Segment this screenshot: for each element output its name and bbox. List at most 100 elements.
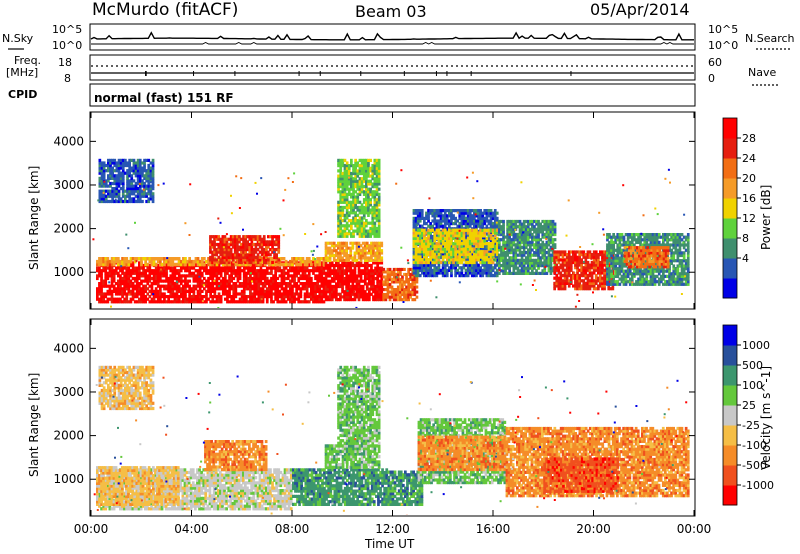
range-time-cell	[413, 280, 417, 284]
range-time-cell	[454, 252, 457, 257]
range-time-cell	[493, 250, 497, 254]
range-time-cell	[156, 263, 160, 268]
range-time-cell	[533, 235, 536, 239]
range-time-cell	[343, 269, 346, 273]
range-time-cell	[433, 209, 437, 213]
range-time-cell	[491, 250, 495, 254]
range-time-cell	[401, 283, 404, 287]
range-time-cell	[420, 231, 424, 235]
range-time-cell	[357, 271, 361, 275]
range-time-cell	[437, 244, 441, 248]
range-time-cell	[454, 237, 457, 241]
range-time-cell	[248, 235, 252, 239]
range-time-cell	[345, 295, 348, 299]
range-time-cell	[437, 258, 441, 262]
range-time-cell	[557, 253, 561, 257]
range-time-cell	[240, 297, 244, 301]
range-time-cell	[473, 214, 476, 218]
range-time-cell	[138, 300, 141, 304]
range-time-cell	[98, 284, 101, 288]
range-time-cell	[460, 216, 464, 220]
range-time-cell	[263, 295, 267, 299]
range-time-cell	[483, 228, 487, 232]
range-time-cell	[500, 230, 503, 234]
range-time-cell	[582, 274, 586, 278]
range-time-cell	[586, 260, 590, 265]
range-time-cell	[182, 297, 185, 301]
range-time-cell	[522, 264, 526, 268]
range-time-cell	[563, 271, 567, 275]
range-time-cell	[439, 224, 443, 228]
range-time-cell	[161, 300, 164, 304]
range-time-cell	[388, 267, 392, 271]
range-time-cell	[156, 289, 160, 293]
range-time-cell	[242, 253, 245, 257]
range-time-cell	[305, 287, 309, 291]
range-time-cell	[561, 268, 565, 272]
range-time-cell	[255, 274, 259, 278]
range-time-cell	[576, 279, 579, 283]
range-time-cell	[429, 209, 432, 213]
range-time-cell	[337, 282, 340, 286]
range-time-cell	[561, 279, 565, 283]
range-time-cell	[407, 277, 410, 281]
range-time-cell	[380, 284, 384, 289]
range-time-cell	[324, 251, 328, 255]
range-time-cell	[211, 245, 214, 249]
range-time-cell	[108, 287, 112, 291]
range-time-cell	[557, 276, 561, 280]
range-time-cell	[386, 285, 390, 289]
range-time-cell	[233, 235, 237, 239]
range-time-cell	[359, 254, 363, 258]
range-time-cell	[407, 295, 410, 299]
range-time-cell	[305, 269, 309, 273]
range-time-cell	[413, 285, 417, 289]
range-time-cell	[179, 292, 183, 296]
range-time-cell	[582, 253, 586, 257]
range-time-cell	[169, 279, 173, 283]
range-time-cell	[284, 271, 288, 275]
range-time-cell	[431, 248, 435, 252]
range-time-cell	[355, 244, 359, 248]
range-time-cell	[466, 242, 470, 246]
range-time-cell	[495, 216, 499, 220]
range-time-cell	[167, 266, 170, 270]
range-time-cell	[207, 271, 210, 275]
range-time-cell	[483, 258, 487, 262]
range-time-cell	[349, 266, 353, 270]
range-time-cell	[489, 260, 493, 265]
range-time-cell	[167, 289, 170, 293]
range-time-cell	[443, 255, 447, 259]
range-time-cell	[435, 258, 439, 262]
range-time-cell	[520, 222, 524, 226]
range-time-cell	[535, 271, 538, 275]
range-time-cell	[295, 259, 298, 264]
range-time-cell	[586, 263, 590, 267]
range-time-cell	[396, 288, 400, 292]
range-time-cell	[396, 270, 400, 274]
range-time-cell	[506, 219, 509, 224]
range-time-cell	[357, 269, 361, 273]
range-time-cell	[553, 227, 557, 231]
range-time-cell	[612, 280, 615, 284]
range-time-cell	[261, 295, 265, 299]
range-time-cell	[479, 236, 482, 240]
range-time-cell	[295, 271, 298, 275]
range-time-cell	[418, 247, 422, 251]
range-time-cell	[384, 293, 388, 297]
range-time-cell	[256, 235, 260, 239]
range-time-cell	[420, 216, 424, 220]
range-time-cell	[520, 264, 524, 268]
range-time-cell	[198, 269, 202, 273]
range-time-cell	[273, 235, 276, 239]
range-time-cell	[305, 284, 309, 288]
range-time-cell	[420, 255, 424, 259]
range-time-cell	[520, 261, 524, 265]
range-time-cell	[452, 250, 455, 254]
range-time-cell	[142, 287, 145, 291]
range-time-cell	[580, 253, 583, 257]
range-time-cell	[138, 287, 141, 291]
range-time-cell	[278, 266, 282, 270]
range-time-cell	[100, 274, 103, 278]
range-time-cell	[514, 245, 518, 249]
